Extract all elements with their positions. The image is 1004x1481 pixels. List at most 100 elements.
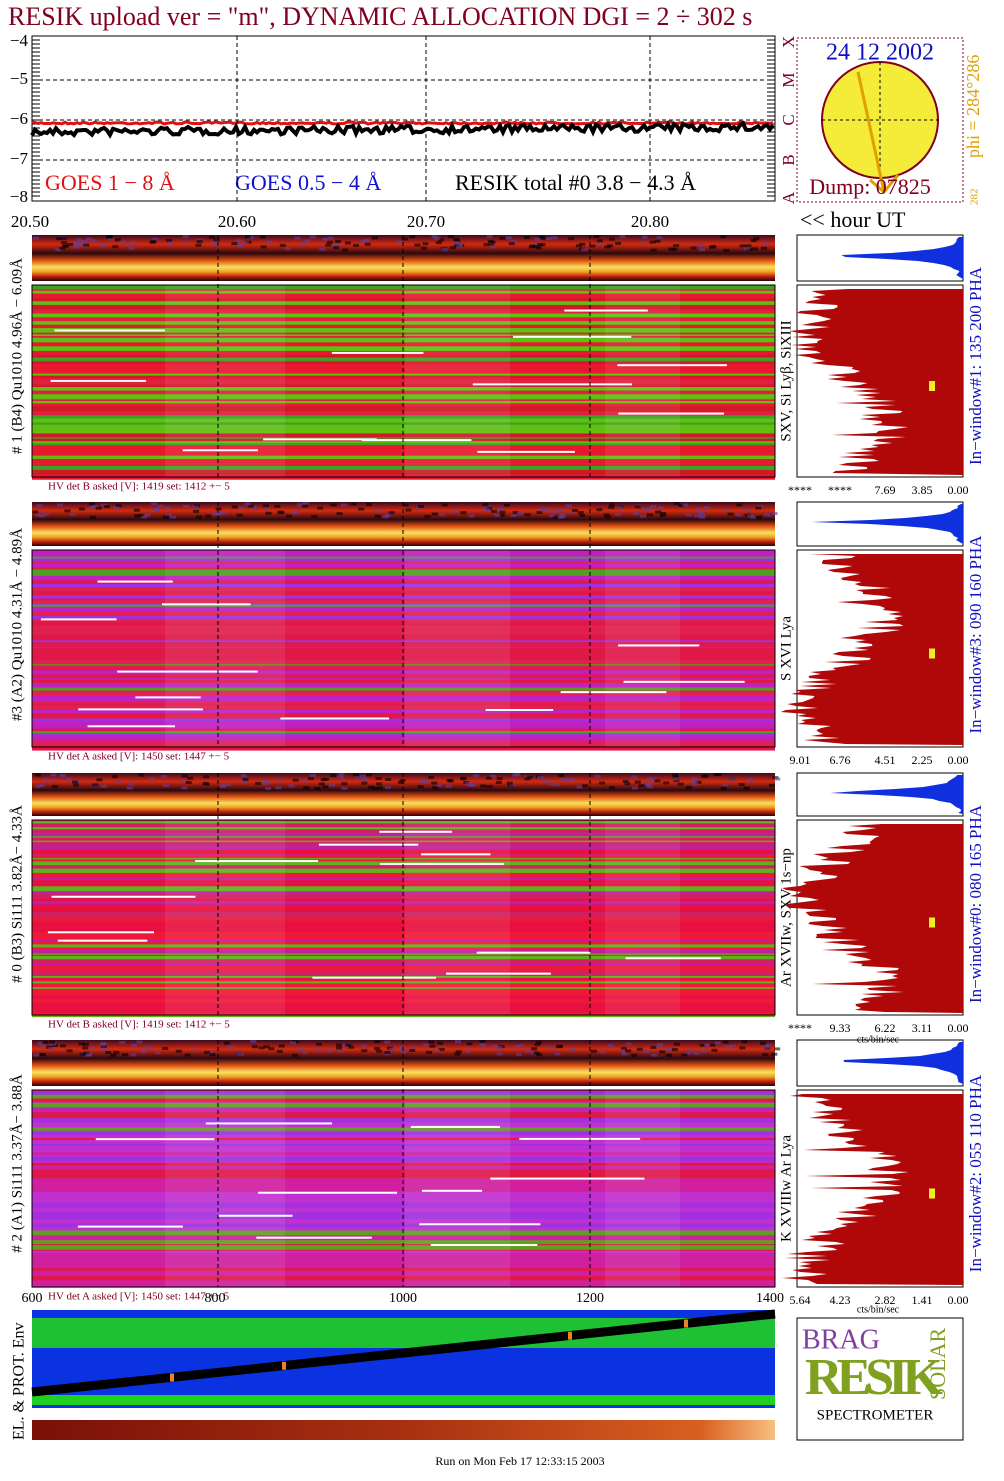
spectrum-stripe xyxy=(32,1252,775,1256)
strip-noise xyxy=(568,778,575,782)
strip-noise xyxy=(537,508,544,512)
strip-noise xyxy=(216,511,223,515)
flare-class: M xyxy=(779,72,798,87)
white-line xyxy=(476,951,591,954)
strip-noise xyxy=(691,777,698,781)
spectrum-stripe xyxy=(32,1195,775,1201)
strip-noise xyxy=(278,1044,285,1048)
strip-noise xyxy=(449,246,456,250)
strip-noise xyxy=(697,511,704,515)
strip-noise xyxy=(250,1040,257,1044)
bin-tick: 1000 xyxy=(389,1291,417,1306)
strip-noise xyxy=(722,783,729,787)
strip-noise xyxy=(302,1050,309,1054)
strip-noise xyxy=(157,504,164,508)
logo-word: RESIK xyxy=(805,1349,943,1406)
strip-noise xyxy=(35,513,42,517)
strip-noise xyxy=(512,773,519,777)
spectrum-stripe xyxy=(32,721,775,726)
strip-noise xyxy=(211,241,218,245)
strip-noise xyxy=(115,781,122,785)
strip-noise xyxy=(88,506,95,510)
strip-noise xyxy=(114,238,121,242)
column-shade xyxy=(165,285,285,477)
strip-noise xyxy=(673,502,680,506)
spectrum-stripe xyxy=(32,1127,775,1132)
strip-noise xyxy=(762,1053,769,1057)
bin-tick: 800 xyxy=(205,1291,226,1306)
strip-noise xyxy=(631,775,638,779)
strip-noise xyxy=(579,242,586,246)
white-line xyxy=(513,335,632,338)
strip-noise xyxy=(508,242,515,246)
strip-noise xyxy=(750,239,757,243)
white-line xyxy=(623,680,745,683)
spectrum-stripe xyxy=(32,373,775,377)
strip-noise xyxy=(724,1045,731,1049)
strip-noise xyxy=(642,507,649,511)
strip-noise xyxy=(424,514,431,518)
strip-noise xyxy=(516,511,523,515)
strip-noise xyxy=(32,236,39,240)
dump: Dump: 07825 xyxy=(809,174,931,199)
strip-noise xyxy=(562,778,569,782)
spectrum-stripe xyxy=(32,1269,775,1272)
strip-noise xyxy=(620,1047,627,1051)
strip-noise xyxy=(617,505,624,509)
strip-noise xyxy=(510,240,517,244)
marker xyxy=(929,1188,935,1199)
strip-noise xyxy=(657,1043,664,1047)
strip-noise xyxy=(695,780,702,784)
spectrum-stripe xyxy=(32,1169,775,1175)
strip-noise xyxy=(52,1044,59,1048)
spectrum-stripe xyxy=(32,965,775,972)
strip-noise xyxy=(496,777,503,781)
strip-noise xyxy=(638,784,645,788)
column-shade xyxy=(165,550,285,747)
counts-tick: 0.00 xyxy=(948,1021,969,1035)
spectrum-stripe xyxy=(32,640,775,643)
strip-noise xyxy=(559,512,566,516)
strip-noise xyxy=(747,514,754,518)
strip-noise xyxy=(137,513,144,517)
spectrum-stripe xyxy=(32,1162,775,1166)
strip-noise xyxy=(604,515,611,519)
strip-noise xyxy=(192,505,199,509)
strip-noise xyxy=(409,235,416,239)
counts-histogram xyxy=(781,1094,963,1285)
strip-noise xyxy=(624,782,631,786)
strip-noise xyxy=(714,1041,721,1045)
window-label: In−window#1: 135 200 PHA xyxy=(966,266,985,465)
white-line xyxy=(54,329,166,332)
strip-noise xyxy=(467,783,474,787)
strip-noise xyxy=(646,785,653,789)
spectrum-stripe xyxy=(32,1147,775,1153)
strip-noise xyxy=(537,243,544,247)
column-shade xyxy=(405,1090,510,1287)
spectrum-stripe xyxy=(32,1140,775,1145)
spectrum-stripe xyxy=(32,959,775,963)
strip-noise xyxy=(655,510,662,514)
strip-noise xyxy=(479,1042,486,1046)
strip-noise xyxy=(59,1044,66,1048)
strip-noise xyxy=(647,513,654,517)
strip-noise xyxy=(103,505,110,509)
strip-noise xyxy=(345,1043,352,1047)
spectrum-stripe xyxy=(32,289,775,292)
strip-noise xyxy=(760,246,767,250)
legend-entry: RESIK total #0 3.8 − 4.3 Å xyxy=(455,170,696,195)
strip-noise xyxy=(684,1051,691,1055)
flare-class: B xyxy=(779,154,798,165)
strip-noise xyxy=(537,776,544,780)
y-tick-label: −6 xyxy=(10,109,28,128)
strip-noise xyxy=(374,1040,381,1044)
strip-noise xyxy=(495,780,502,784)
strip-noise xyxy=(288,784,295,788)
counts-tick: 4.23 xyxy=(830,1293,851,1307)
strip-noise xyxy=(599,781,606,785)
strip-noise xyxy=(422,242,429,246)
spectrum-stripe xyxy=(32,357,775,362)
strip-noise xyxy=(728,777,735,781)
strip-noise xyxy=(655,1045,662,1049)
